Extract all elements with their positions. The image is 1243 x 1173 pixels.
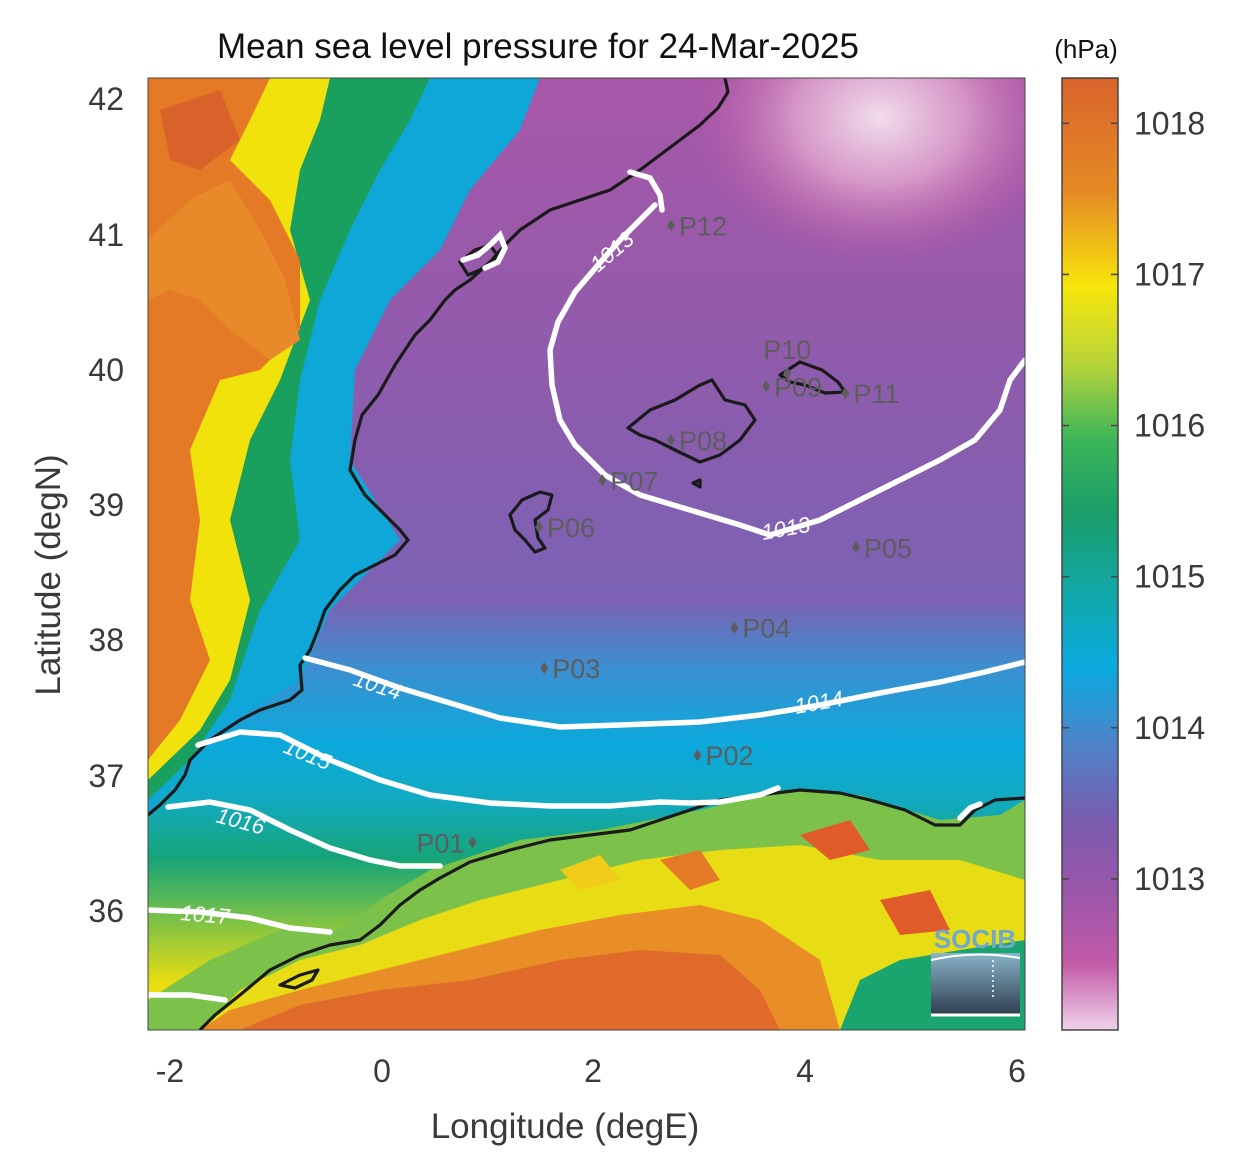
station-label: P05 bbox=[864, 533, 912, 563]
colorbar-tick-label: 1016 bbox=[1134, 408, 1205, 444]
station-diamond-icon bbox=[667, 434, 676, 447]
station-marker: P07 bbox=[598, 466, 658, 496]
colorbar-tick-label: 1018 bbox=[1134, 105, 1205, 141]
station-diamond-icon bbox=[730, 621, 739, 634]
colorbar-tick-label: 1017 bbox=[1134, 256, 1205, 292]
contour-1017 bbox=[148, 907, 333, 935]
colorbar-ticks: 1018 1017 1016 1015 1014 1013 bbox=[1062, 105, 1205, 897]
y-tick-label: 41 bbox=[88, 217, 124, 253]
y-tick-label: 39 bbox=[88, 487, 124, 523]
y-tick-label: 37 bbox=[88, 758, 124, 794]
station-marker: P01 bbox=[416, 828, 477, 858]
station-marker: P11 bbox=[841, 379, 899, 409]
colorbar-tick-label: 1014 bbox=[1134, 710, 1205, 746]
station-label: P07 bbox=[610, 466, 658, 496]
y-axis-label: Latitude (degN) bbox=[29, 454, 68, 695]
station-marker: P09 bbox=[762, 372, 822, 402]
contour-1013-north bbox=[627, 169, 665, 213]
colorbar: (hPa) 1018 1017 1016 1015 1014 1013 bbox=[1054, 34, 1205, 1031]
socib-logo-text: SOCIB bbox=[934, 924, 1016, 954]
station-diamond-icon bbox=[841, 387, 850, 400]
station-label: P06 bbox=[547, 513, 595, 543]
station-diamond-icon bbox=[693, 749, 702, 762]
y-tick-label: 36 bbox=[88, 893, 124, 929]
station-marker: P12 bbox=[667, 211, 727, 241]
contour-1013 bbox=[547, 202, 1025, 538]
station-marker: P03 bbox=[540, 654, 600, 684]
station-diamond-icon bbox=[534, 521, 543, 534]
station-label: P10 bbox=[763, 335, 811, 365]
contour-label: 1017 bbox=[180, 900, 232, 929]
contour-1015 bbox=[195, 729, 781, 809]
colorbar-tick-label: 1013 bbox=[1134, 861, 1205, 897]
contour-1017-south bbox=[148, 992, 228, 1003]
station-diamond-icon bbox=[540, 661, 549, 674]
y-tick-label: 40 bbox=[88, 352, 124, 388]
x-axis: -2 0 2 4 6 bbox=[156, 1053, 1026, 1089]
y-axis: 42 41 40 39 38 37 36 bbox=[88, 81, 124, 929]
station-diamond-icon bbox=[762, 380, 771, 393]
station-diamond-icon bbox=[468, 836, 477, 849]
colorbar-unit: (hPa) bbox=[1054, 34, 1118, 64]
station-label: P04 bbox=[742, 614, 790, 644]
x-tick-label: 6 bbox=[1008, 1053, 1026, 1089]
station-diamond-icon bbox=[598, 474, 607, 487]
x-tick-label: -2 bbox=[156, 1053, 184, 1089]
stations-layer: P01 P02 P03 P04 P05 P06 P07 P08 P09 P10 P11 P12 bbox=[416, 211, 912, 858]
station-label: P12 bbox=[679, 211, 727, 241]
colorbar-tick-label: 1015 bbox=[1134, 559, 1205, 595]
station-label: P01 bbox=[416, 828, 464, 858]
station-marker: P06 bbox=[534, 513, 595, 543]
station-diamond-icon bbox=[851, 541, 860, 554]
map-frame bbox=[147, 77, 1026, 1031]
x-tick-label: 0 bbox=[373, 1053, 391, 1089]
colorbar-gradient bbox=[1061, 77, 1119, 1031]
station-marker: P10 bbox=[763, 335, 811, 379]
x-tick-label: 2 bbox=[584, 1053, 602, 1089]
map-area: 1013 1013 1014 1014 1015 1016 1017 P01P0… bbox=[148, 78, 1025, 1030]
station-diamond-icon bbox=[783, 366, 792, 379]
x-axis-label: Longitude (degE) bbox=[431, 1107, 700, 1146]
contour-1014 bbox=[302, 655, 1025, 730]
station-label: P02 bbox=[705, 741, 753, 771]
station-marker: P08 bbox=[667, 426, 727, 456]
iberia-land bbox=[148, 78, 540, 815]
station-marker: P05 bbox=[851, 533, 912, 563]
station-label: P03 bbox=[552, 654, 600, 684]
station-label: P08 bbox=[679, 426, 727, 456]
station-diamond-icon bbox=[667, 219, 676, 232]
contour-1014-east-fragment bbox=[957, 801, 983, 821]
station-marker: P02 bbox=[693, 741, 753, 771]
y-tick-label: 38 bbox=[88, 622, 124, 658]
y-tick-label: 42 bbox=[88, 81, 124, 117]
high-pressure-area bbox=[690, 78, 1025, 268]
mallorca-outline bbox=[626, 378, 757, 464]
contour-lines bbox=[148, 169, 1025, 1003]
contour-1013-ebro bbox=[460, 230, 509, 271]
station-label: P09 bbox=[774, 372, 822, 402]
chart-title: Mean sea level pressure for 24-Mar-2025 bbox=[217, 27, 859, 66]
station-label: P11 bbox=[853, 379, 899, 409]
x-tick-label: 4 bbox=[796, 1053, 814, 1089]
socib-logo: SOCIB bbox=[930, 924, 1021, 1017]
station-marker: P04 bbox=[730, 614, 790, 644]
contour-1016 bbox=[165, 799, 443, 869]
